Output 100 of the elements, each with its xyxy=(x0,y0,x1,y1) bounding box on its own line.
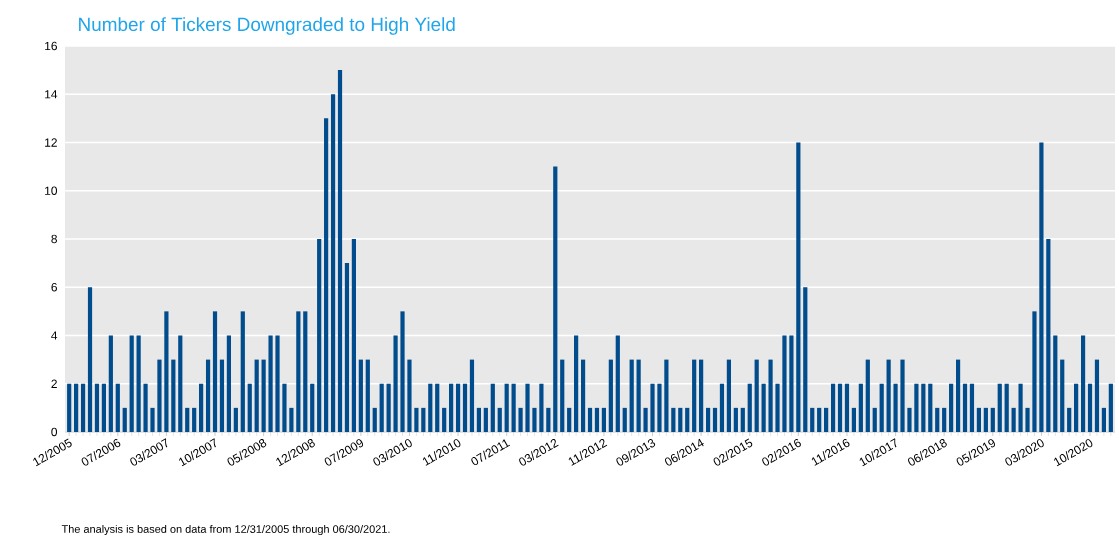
bar xyxy=(532,407,537,432)
bar xyxy=(719,383,725,432)
bar xyxy=(643,407,648,432)
bar xyxy=(1004,383,1009,432)
bar xyxy=(372,407,377,432)
bar xyxy=(254,359,259,432)
bar xyxy=(511,383,516,432)
bar xyxy=(462,383,468,432)
bar xyxy=(567,407,572,432)
bar xyxy=(671,407,676,432)
bar xyxy=(1094,359,1100,432)
bar xyxy=(844,383,850,432)
bar xyxy=(233,407,238,432)
bar xyxy=(1060,359,1065,432)
bar xyxy=(296,311,301,432)
bar xyxy=(414,407,419,432)
bar xyxy=(942,407,947,432)
bar xyxy=(261,359,266,432)
bar xyxy=(629,359,634,432)
bar xyxy=(483,407,488,432)
bar xyxy=(317,238,322,432)
bar xyxy=(74,383,79,432)
bar xyxy=(1053,335,1058,432)
bar xyxy=(587,407,593,432)
bar xyxy=(907,407,912,432)
bar xyxy=(449,383,454,432)
bar xyxy=(122,407,127,432)
bar xyxy=(386,383,391,432)
bar xyxy=(150,407,155,432)
bar xyxy=(608,359,613,432)
bar xyxy=(830,383,836,432)
bar xyxy=(490,383,495,432)
bar xyxy=(678,407,683,432)
bar xyxy=(226,335,231,432)
bar xyxy=(143,383,148,432)
bar xyxy=(1025,407,1030,432)
bar xyxy=(407,359,412,432)
bar xyxy=(872,407,877,432)
bar xyxy=(962,383,968,432)
bar xyxy=(192,407,197,432)
bar xyxy=(824,407,829,432)
bar xyxy=(518,407,523,432)
bar xyxy=(650,383,655,432)
bar xyxy=(699,359,704,432)
y-tick-label: 14 xyxy=(45,90,58,99)
bar xyxy=(1074,383,1079,432)
bar xyxy=(615,335,620,432)
bar xyxy=(157,359,162,432)
y-tick-label: 10 xyxy=(45,186,58,195)
bar xyxy=(997,383,1002,432)
bar xyxy=(1018,383,1023,432)
bar xyxy=(358,359,363,432)
y-tick-label: 0 xyxy=(51,427,58,437)
bar xyxy=(553,166,558,432)
bar xyxy=(365,359,370,432)
bar xyxy=(761,383,766,432)
bar xyxy=(546,407,551,432)
bar xyxy=(178,335,183,432)
chart-title: Number of Tickers Downgraded to High Yield xyxy=(79,17,455,35)
bar xyxy=(685,407,690,432)
bar xyxy=(594,407,600,432)
bar xyxy=(303,311,308,432)
bar xyxy=(400,311,405,432)
bar xyxy=(101,383,106,432)
bar xyxy=(747,383,752,432)
y-tick-label: 8 xyxy=(51,234,57,244)
bar xyxy=(560,359,565,432)
bar xyxy=(900,359,905,432)
bar xyxy=(539,383,544,432)
bar xyxy=(733,407,738,432)
bar xyxy=(1039,142,1044,432)
bar xyxy=(775,383,780,432)
bar xyxy=(268,335,273,432)
bar xyxy=(310,383,315,432)
bar xyxy=(504,383,509,432)
bar xyxy=(921,383,926,432)
bar xyxy=(726,359,731,432)
bar xyxy=(601,407,606,432)
bar xyxy=(212,311,218,432)
bar xyxy=(108,335,113,432)
bar xyxy=(955,359,961,432)
bar xyxy=(754,359,759,432)
bar xyxy=(893,383,898,432)
bar xyxy=(80,383,86,432)
bar xyxy=(1087,383,1093,432)
y-tick-label: 4 xyxy=(51,331,58,340)
bar xyxy=(435,383,440,432)
bar xyxy=(393,335,398,432)
bar xyxy=(136,335,141,432)
bar xyxy=(1067,407,1072,432)
bar xyxy=(337,70,343,432)
bar xyxy=(469,359,475,432)
bar xyxy=(282,383,287,432)
y-tick-label: 6 xyxy=(51,283,57,292)
bar xyxy=(622,407,627,432)
bar xyxy=(1108,383,1113,432)
bar xyxy=(976,407,981,432)
bar xyxy=(428,383,433,432)
bar xyxy=(712,407,718,432)
bar xyxy=(574,335,579,432)
